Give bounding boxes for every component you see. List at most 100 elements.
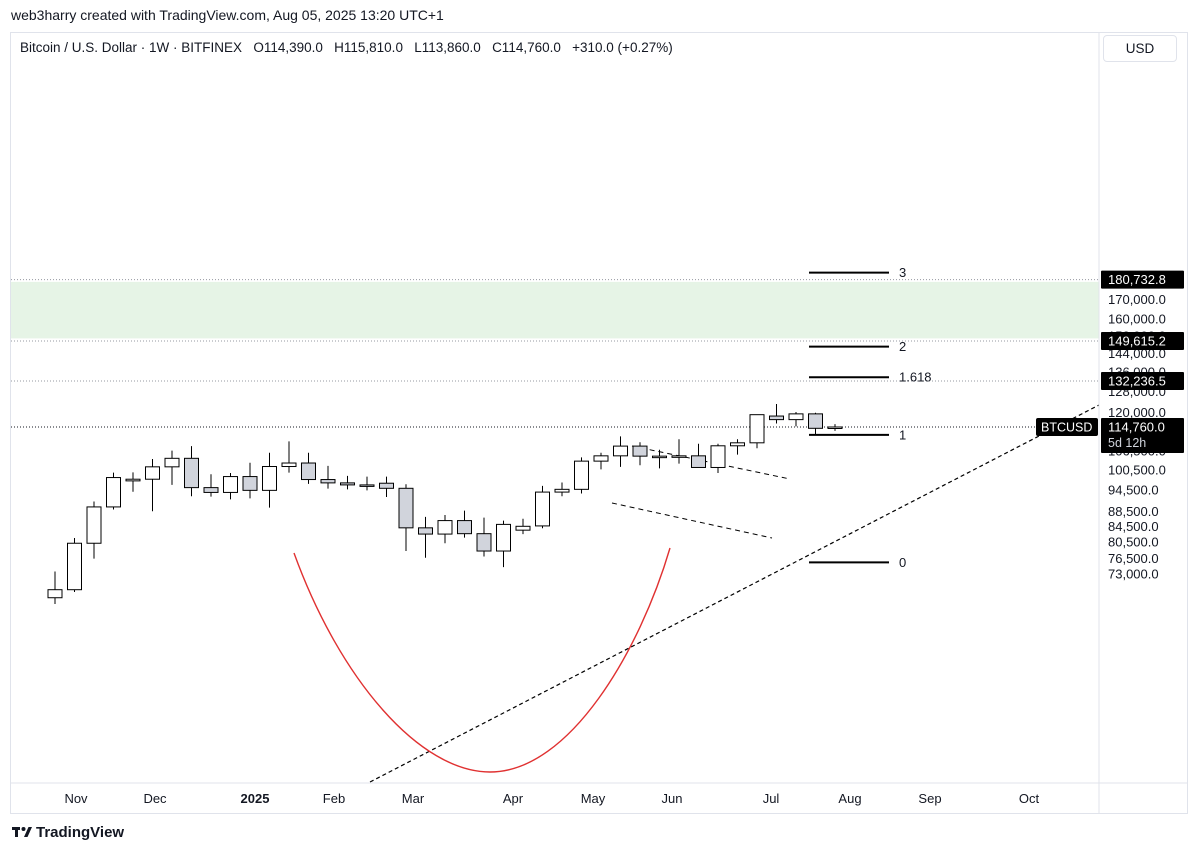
symbol-tag-box <box>1036 418 1098 436</box>
price-tag: 180,732.8 <box>1101 270 1184 289</box>
candle-body <box>320 479 336 484</box>
x-axis-tick-label: Jun <box>662 791 683 806</box>
legend-close: C114,760.0 <box>492 40 561 55</box>
candle <box>203 474 219 497</box>
ascending-trendline <box>369 404 1099 783</box>
y-axis-tick-label: 80,500.0 <box>1108 535 1159 550</box>
candle <box>359 476 375 491</box>
x-axis-tick-label: Apr <box>503 791 524 806</box>
candle <box>554 482 570 497</box>
candle-body <box>106 477 121 508</box>
x-axis-tick-label: Feb <box>323 791 345 806</box>
candle <box>379 476 394 497</box>
candle-body <box>808 413 823 429</box>
candle <box>808 412 823 435</box>
candle <box>125 472 141 492</box>
candle-body <box>515 525 531 531</box>
candle <box>827 424 843 431</box>
tradingview-brand: TradingView <box>36 824 125 841</box>
y-axis-tick-label: 94,500.0 <box>1108 483 1159 498</box>
x-axis-tick-label: May <box>581 791 606 806</box>
y-axis-tick-label: 76,500.0 <box>1108 551 1159 566</box>
price-tag-label: 132,236.5 <box>1108 374 1166 389</box>
tradingview-logo[interactable]: TradingView <box>12 824 124 841</box>
cup-curve <box>293 547 671 773</box>
candle-body <box>613 445 628 457</box>
chart-author-line: web3harry created with TradingView.com, … <box>11 7 444 23</box>
y-axis-tick-label: 73,000.0 <box>1108 566 1159 581</box>
fib-level-label: 1 <box>899 427 906 442</box>
last-price-box <box>1101 418 1184 453</box>
x-axis-tick-label: Aug <box>838 791 861 806</box>
symbol-legend: Bitcoin / U.S. Dollar · 1W · BITFINEX O1… <box>20 40 673 55</box>
y-axis-tick-label: 88,500.0 <box>1108 504 1159 519</box>
candle-body <box>262 466 277 491</box>
x-axis-tick-label: Mar <box>402 791 425 806</box>
candle <box>164 450 180 485</box>
candle <box>535 485 550 529</box>
candle <box>515 518 531 535</box>
candle-body <box>730 442 745 447</box>
candle-body <box>86 506 102 544</box>
candle <box>301 452 316 484</box>
x-axis-tick-label: Sep <box>918 791 941 806</box>
candle-body <box>379 482 394 489</box>
candle <box>710 443 726 473</box>
candle <box>788 411 804 427</box>
tradingview-logo-icon <box>12 825 32 841</box>
y-axis-tick-label: 160,000.0 <box>1108 312 1166 327</box>
candle <box>437 514 453 544</box>
plot-area: 3 2 1.618 1 0 <box>11 265 1099 783</box>
candle-body <box>242 476 258 491</box>
y-axis-tick-label: 120,000.0 <box>1108 405 1166 420</box>
candle <box>652 449 667 469</box>
candle <box>145 458 160 512</box>
candle <box>691 443 706 468</box>
candle-body <box>652 455 667 459</box>
candle <box>593 452 609 470</box>
candle-body <box>203 487 219 493</box>
candle <box>749 414 765 449</box>
candle-body <box>301 462 316 481</box>
price-tag: 132,236.5 <box>1101 372 1184 391</box>
candle-body <box>359 484 375 487</box>
candle <box>398 484 414 552</box>
candle <box>67 538 82 593</box>
candle <box>262 452 277 508</box>
price-tag: 149,615.2 <box>1101 331 1184 350</box>
last-price-label: 114,760.0 <box>1108 420 1165 435</box>
candle-body <box>125 478 141 482</box>
legend-high: H115,810.0 <box>334 40 403 55</box>
symbol-tag-label: BTCUSD <box>1041 421 1092 435</box>
candle-body <box>457 520 472 535</box>
candle-body <box>788 413 804 421</box>
x-axis-tick-label: Oct <box>1019 791 1040 806</box>
candle <box>86 501 102 559</box>
candle-body <box>593 455 609 462</box>
candle <box>184 446 199 497</box>
y-axis-tick-label: 84,500.0 <box>1108 519 1159 534</box>
candle <box>671 439 687 464</box>
x-axis-tick-label: Dec <box>143 791 167 806</box>
candle-body <box>281 462 297 468</box>
price-tag-box <box>1101 372 1184 391</box>
legend-open: O114,390.0 <box>253 40 323 55</box>
fib-level-label: 0 <box>899 555 906 570</box>
candle-body <box>418 527 433 535</box>
candle-body <box>671 455 687 458</box>
candle <box>223 472 238 500</box>
candle <box>730 439 745 455</box>
candle-body <box>47 589 63 599</box>
currency-button[interactable]: USD <box>1103 35 1177 62</box>
candle-body <box>554 488 570 493</box>
price-tag-label: 180,732.8 <box>1108 272 1166 287</box>
price-tag-box <box>1101 331 1184 350</box>
candle-body <box>710 445 726 468</box>
bar-countdown-label: 5d 12h <box>1108 436 1146 450</box>
candle <box>320 465 336 489</box>
candle <box>47 571 63 605</box>
fib-level-label: 3 <box>899 265 906 280</box>
legend-change: +310.0 (+0.27%) <box>572 40 673 55</box>
candle-body <box>476 533 492 552</box>
